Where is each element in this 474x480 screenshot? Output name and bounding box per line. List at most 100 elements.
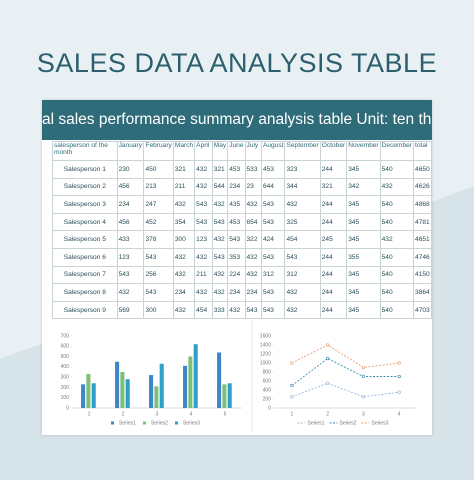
cell: 300 bbox=[143, 300, 174, 320]
y-tick-label: 600 bbox=[263, 378, 272, 384]
point bbox=[325, 356, 330, 361]
cell: 452 bbox=[143, 212, 174, 232]
y-tick-label: 500 bbox=[61, 354, 70, 360]
y-tick-label: 100 bbox=[61, 395, 70, 401]
cell: 312 bbox=[260, 265, 286, 285]
point bbox=[361, 365, 366, 370]
x-tick-label: 1 bbox=[290, 411, 293, 417]
cell: 432 bbox=[284, 283, 321, 302]
cell: 544 bbox=[211, 177, 229, 197]
row-label: Salesperson 7 bbox=[52, 265, 118, 285]
cell: 432 bbox=[244, 247, 262, 267]
point bbox=[325, 381, 330, 385]
cell: 4746 bbox=[413, 247, 432, 267]
bar bbox=[193, 344, 198, 408]
bar bbox=[227, 383, 232, 408]
column-header: salesperson of the month bbox=[52, 141, 118, 161]
cell: 244 bbox=[319, 265, 348, 285]
bar bbox=[188, 356, 193, 408]
y-tick-label: 1400 bbox=[260, 342, 271, 348]
column-header: November bbox=[346, 141, 381, 161]
cell: 345 bbox=[346, 212, 381, 232]
y-tick-label: 400 bbox=[263, 387, 272, 393]
page-title: SALES DATA ANALYSIS TABLE bbox=[36, 48, 438, 78]
cell: 123 bbox=[194, 230, 213, 249]
cell: 224 bbox=[227, 265, 246, 285]
column-header: June bbox=[227, 141, 246, 161]
cell: 325 bbox=[284, 212, 321, 232]
column-header: August bbox=[260, 141, 286, 161]
table-row: Salesperson 5 433 378 300 123 432 543 322 424 454… bbox=[52, 230, 432, 249]
table-row: Salesperson 8 432 543 234 432 432 234 234 543 432… bbox=[52, 283, 432, 302]
cell: 432 bbox=[227, 300, 246, 320]
legend-swatch bbox=[143, 421, 146, 425]
column-header: April bbox=[194, 141, 213, 161]
bar bbox=[183, 365, 188, 408]
cell: 453 bbox=[227, 212, 246, 232]
sheet: al sales performance summary analysis ta… bbox=[42, 100, 432, 435]
cell: 244 bbox=[319, 300, 348, 320]
cell: 432 bbox=[379, 177, 415, 197]
legend-label: Series1 bbox=[308, 420, 325, 426]
table-row: Salesperson 2 456 213 211 432 544 234 23 644 344 3… bbox=[52, 177, 432, 197]
x-tick-label: 4 bbox=[190, 411, 193, 417]
x-tick-label: 3 bbox=[156, 411, 159, 417]
cell: 543 bbox=[260, 300, 286, 320]
cell: 540 bbox=[379, 300, 415, 320]
cell: 247 bbox=[143, 195, 174, 214]
y-tick-label: 400 bbox=[61, 364, 70, 370]
cell: 432 bbox=[211, 230, 229, 249]
cell: 244 bbox=[319, 195, 348, 214]
table-row: Salesperson 9 569 300 432 454 333 432 543 543 432… bbox=[52, 300, 432, 320]
cell: 533 bbox=[244, 160, 262, 179]
row-label: Salesperson 2 bbox=[52, 177, 118, 197]
y-tick-label: 300 bbox=[61, 374, 70, 380]
column-header: December bbox=[379, 141, 415, 161]
table-row: Salesperson 1 230 450 321 432 321 453 533 453 323… bbox=[52, 160, 432, 179]
cell: 543 bbox=[211, 247, 229, 267]
cell: 450 bbox=[143, 160, 174, 179]
cell: 644 bbox=[260, 177, 286, 197]
column-header: July bbox=[244, 141, 262, 161]
cell: 345 bbox=[346, 230, 381, 249]
x-tick-label: 2 bbox=[122, 411, 125, 417]
column-header: total bbox=[413, 141, 432, 161]
x-tick-label: 5 bbox=[224, 411, 227, 417]
bar bbox=[159, 363, 164, 408]
banner: al sales performance summary analysis ta… bbox=[42, 100, 432, 140]
table-row: Salesperson 4 456 452 354 543 543 453 654 543 325… bbox=[52, 212, 432, 232]
legend-label: Series2 bbox=[151, 420, 168, 426]
cell: 432 bbox=[194, 177, 213, 197]
charts: 0 100 200 300 400 500 600 700 1 2 3 4 5 Series1 Series… bbox=[61, 320, 417, 432]
cell: 543 bbox=[260, 283, 286, 302]
cell: 432 bbox=[172, 247, 196, 267]
cell: 432 bbox=[244, 265, 262, 285]
column-header: October bbox=[319, 141, 348, 161]
cell: 543 bbox=[260, 195, 286, 214]
bar bbox=[81, 384, 86, 408]
cell: 432 bbox=[172, 265, 196, 285]
cell: 323 bbox=[284, 160, 321, 179]
cell: 256 bbox=[143, 265, 174, 285]
cell: 345 bbox=[346, 300, 381, 320]
cell: 234 bbox=[172, 283, 196, 302]
cell: 543 bbox=[116, 265, 145, 285]
row-label: Salesperson 1 bbox=[52, 160, 118, 179]
bar bbox=[86, 374, 91, 408]
table-row: Salesperson 6 123 543 432 432 543 353 432 543 543… bbox=[52, 247, 432, 267]
cell: 342 bbox=[346, 177, 381, 197]
table-row: Salesperson 3 234 247 432 543 432 435 432 543 432… bbox=[52, 195, 432, 214]
y-tick-label: 0 bbox=[66, 405, 69, 411]
cell: 234 bbox=[227, 177, 246, 197]
cell: 4781 bbox=[413, 212, 432, 232]
row-label: Salesperson 3 bbox=[52, 195, 118, 214]
point bbox=[397, 361, 401, 365]
legend-label: Series3 bbox=[372, 420, 389, 426]
cell: 432 bbox=[172, 195, 196, 214]
cell: 345 bbox=[346, 265, 381, 285]
cell: 4650 bbox=[413, 160, 432, 179]
cell: 123 bbox=[116, 247, 145, 267]
cell: 244 bbox=[319, 212, 348, 232]
cell: 4651 bbox=[413, 230, 432, 249]
